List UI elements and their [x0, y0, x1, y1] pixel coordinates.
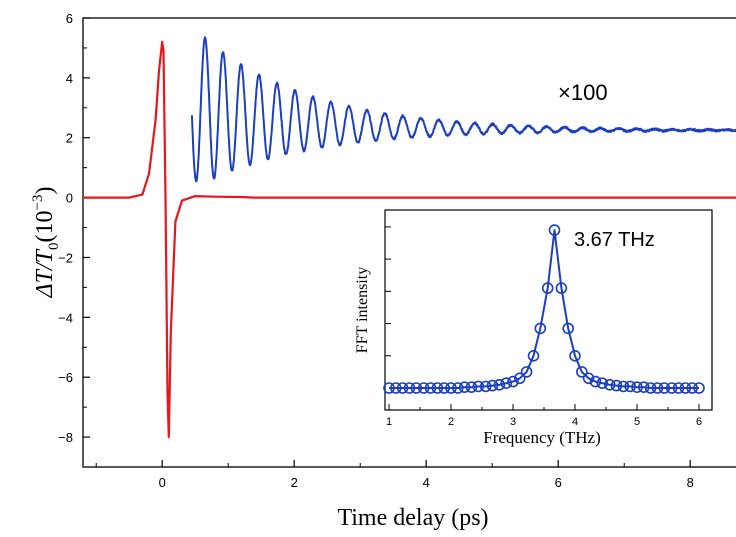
inset-x-axis-title: Frequency (THz)	[483, 428, 601, 447]
y-tick-label: 4	[66, 71, 73, 86]
x-tick-label: 4	[423, 475, 430, 490]
x-tick-label: 8	[687, 475, 694, 490]
y-tick-label: −6	[58, 370, 73, 385]
x-tick-label: 6	[555, 475, 562, 490]
y-tick-label: −2	[58, 250, 73, 265]
x-tick-label: 2	[291, 475, 298, 490]
y-axis-unit-exponent: −3	[30, 195, 46, 211]
inset-x-tick-label: 2	[448, 416, 454, 428]
y-axis-title: ΔT/T0(10−3)	[30, 187, 62, 299]
x-axis-title: Time delay (ps)	[337, 505, 488, 531]
y-axis-unit-close: )	[32, 187, 58, 195]
y-axis-symbol: ΔT/T	[32, 248, 58, 298]
inset-x-tick-label: 1	[386, 416, 392, 428]
x-tick-label: 0	[159, 475, 166, 490]
y-axis-subscript: 0	[46, 243, 62, 251]
scale-annotation: ×100	[558, 80, 608, 105]
inset-x-tick-label: 5	[634, 416, 640, 428]
y-tick-label: 0	[66, 191, 73, 206]
inset-frame	[385, 210, 712, 410]
y-tick-label: −8	[58, 430, 73, 445]
inset-x-tick-label: 3	[510, 416, 516, 428]
inset-y-axis-title: FFT intensity	[354, 267, 371, 353]
y-tick-label: 6	[66, 11, 73, 26]
series-line-blue	[192, 37, 736, 181]
inset-x-tick-label: 4	[572, 416, 578, 428]
y-tick-label: 2	[66, 131, 73, 146]
peak-annotation: 3.67 THz	[574, 229, 655, 251]
y-tick-label: −4	[58, 310, 73, 325]
y-axis-unit-base: (10	[32, 211, 58, 243]
inset-x-tick-label: 6	[696, 416, 702, 428]
